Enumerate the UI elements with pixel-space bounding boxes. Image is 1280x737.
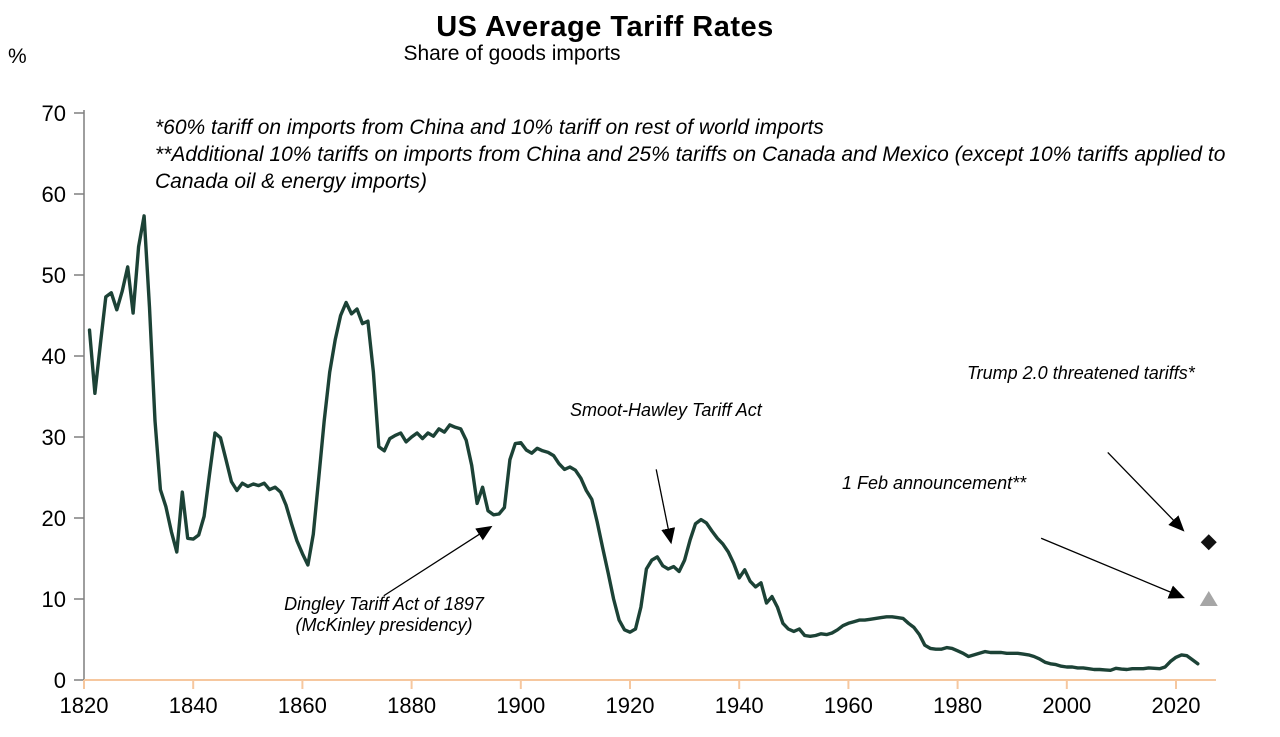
annotation-smoot-hawley-label: Smoot-Hawley Tariff Act bbox=[570, 400, 762, 420]
footnote-line-2: **Additional 10% tariffs on imports from… bbox=[155, 143, 1226, 193]
x-tick-label-1840: 1840 bbox=[169, 693, 218, 718]
chart-title: US Average Tariff Rates bbox=[436, 11, 774, 43]
annotation-arrow-feb-announcement bbox=[1040, 537, 1185, 599]
x-tick-label-1980: 1980 bbox=[933, 693, 982, 718]
annotation-dingley-line-1: Dingley Tariff Act of 1897 bbox=[284, 594, 484, 614]
footnotes-block: *60% tariff on imports from China and 10… bbox=[155, 114, 1263, 195]
annotation-dingley-label: Dingley Tariff Act of 1897 (McKinley pre… bbox=[276, 594, 492, 636]
x-tick-label-1960: 1960 bbox=[824, 693, 873, 718]
chart-subtitle: Share of goods imports bbox=[403, 42, 621, 65]
x-tick-label-1920: 1920 bbox=[606, 693, 655, 718]
x-tick-label-1900: 1900 bbox=[496, 693, 545, 718]
y-tick-label-40: 40 bbox=[42, 344, 66, 369]
annotation-arrow-dingley bbox=[383, 525, 493, 597]
y-tick-label-70: 70 bbox=[42, 101, 66, 126]
annotation-dingley-line-2: (McKinley presidency) bbox=[295, 615, 473, 635]
annotation-trump-label: Trump 2.0 threatened tariffs* bbox=[967, 363, 1195, 383]
y-tick-label-20: 20 bbox=[42, 506, 66, 531]
y-axis-unit-label: % bbox=[8, 45, 27, 68]
y-tick-label-0: 0 bbox=[54, 668, 66, 693]
annotation-feb-label: 1 Feb announcement** bbox=[842, 473, 1027, 493]
y-tick-label-60: 60 bbox=[42, 182, 66, 207]
marker-triangle-feb-announcement bbox=[1199, 591, 1218, 606]
x-tick-label-1880: 1880 bbox=[387, 693, 436, 718]
marker-diamond-trump-threatened bbox=[1200, 534, 1217, 551]
y-tick-label-30: 30 bbox=[42, 425, 66, 450]
y-tick-label-50: 50 bbox=[42, 263, 66, 288]
annotation-arrow-trump-2-0 bbox=[1107, 451, 1185, 532]
x-tick-label-1940: 1940 bbox=[715, 693, 764, 718]
tariff-rate-line bbox=[87, 214, 1200, 672]
x-tick-label-1860: 1860 bbox=[278, 693, 327, 718]
x-tick-label-2020: 2020 bbox=[1152, 693, 1201, 718]
x-tick-label-1820: 1820 bbox=[60, 693, 109, 718]
x-tick-label-2000: 2000 bbox=[1042, 693, 1091, 718]
footnote-line-1: *60% tariff on imports from China and 10… bbox=[155, 116, 824, 139]
y-tick-label-10: 10 bbox=[42, 587, 66, 612]
annotation-arrow-smoot-hawley bbox=[655, 469, 676, 545]
